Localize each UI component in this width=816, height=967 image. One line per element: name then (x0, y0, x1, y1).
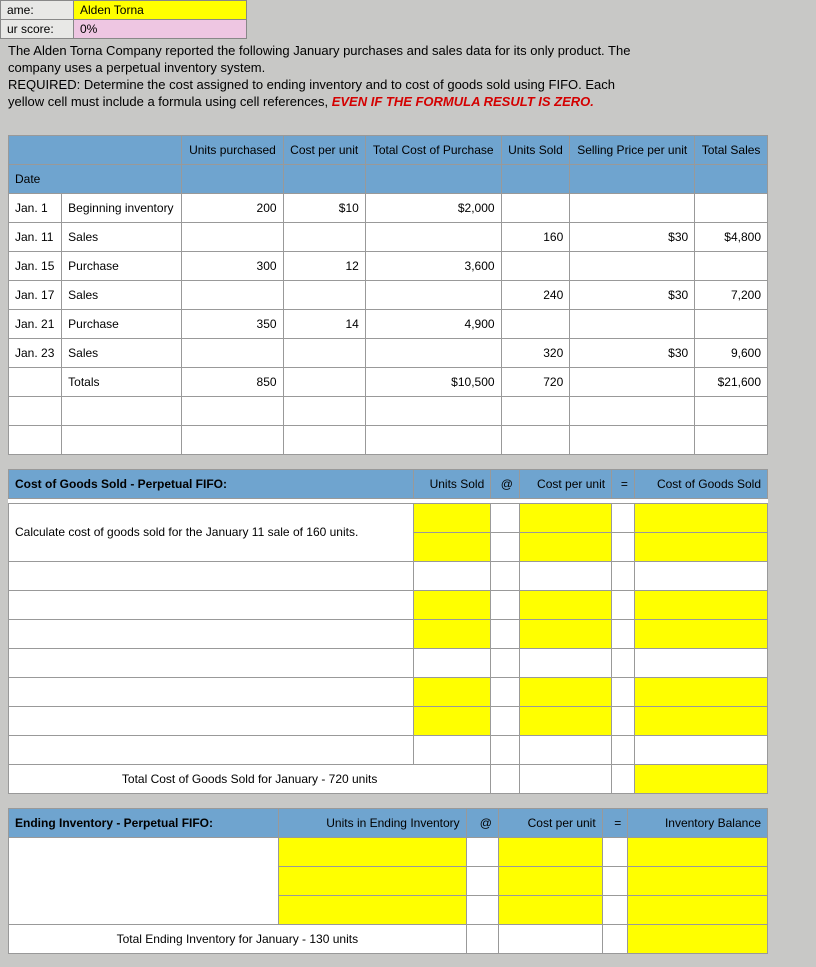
table-row: Jan. 17Sales240$307,200 (9, 280, 768, 309)
col-header: Cost per unit (498, 808, 602, 837)
ei-total-row: Total Ending Inventory for January - 130… (9, 924, 768, 953)
table-row: Calculate cost of goods sold for the Jan… (9, 503, 768, 532)
col-header: @ (491, 469, 520, 498)
col-header: Units purchased (182, 135, 283, 164)
instr-line: REQUIRED: Determine the cost assigned to… (8, 77, 808, 94)
input-cell[interactable] (628, 837, 768, 866)
input-cell[interactable] (628, 866, 768, 895)
cogs-header: Cost of Goods Sold - Perpetual FIFO: (9, 469, 414, 498)
input-cell[interactable] (414, 706, 491, 735)
input-cell[interactable] (498, 837, 602, 866)
input-cell[interactable] (634, 590, 767, 619)
date-header: Date (9, 164, 182, 193)
input-cell[interactable] (634, 764, 767, 793)
table-row (9, 396, 768, 425)
col-header: Total Sales (695, 135, 768, 164)
col-header: Cost per unit (283, 135, 365, 164)
table-row (9, 735, 768, 764)
col-header: Units Sold (414, 469, 491, 498)
input-cell[interactable] (628, 895, 768, 924)
input-cell[interactable] (279, 837, 466, 866)
instr-line: company uses a perpetual inventory syste… (8, 60, 808, 77)
table-row (9, 706, 768, 735)
table-row (9, 619, 768, 648)
table-row (9, 837, 768, 866)
table-row-totals: Totals850$10,500720$21,600 (9, 367, 768, 396)
input-cell[interactable] (498, 895, 602, 924)
col-header: Cost per unit (519, 469, 611, 498)
table-row (9, 425, 768, 454)
score-value: 0% (74, 20, 247, 39)
name-value[interactable]: Alden Torna (74, 1, 247, 20)
ending-inventory-table: Ending Inventory - Perpetual FIFO: Units… (8, 808, 768, 954)
instructions: The Alden Torna Company reported the fol… (0, 39, 816, 115)
col-header: @ (466, 808, 498, 837)
table-row: Jan. 1Beginning inventory200$10$2,000 (9, 193, 768, 222)
input-cell[interactable] (279, 866, 466, 895)
purchases-sales-table: Units purchased Cost per unit Total Cost… (8, 135, 768, 455)
input-cell[interactable] (628, 924, 768, 953)
col-header: Cost of Goods Sold (634, 469, 767, 498)
table-row: Jan. 21Purchase350144,900 (9, 309, 768, 338)
table-row: Jan. 15Purchase300123,600 (9, 251, 768, 280)
input-cell[interactable] (634, 706, 767, 735)
table-row: Jan. 11Sales160$30$4,800 (9, 222, 768, 251)
cogs-total-row: Total Cost of Goods Sold for January - 7… (9, 764, 768, 793)
input-cell[interactable] (634, 619, 767, 648)
input-cell[interactable] (519, 706, 611, 735)
calc-instruction: Calculate cost of goods sold for the Jan… (9, 503, 414, 561)
input-cell[interactable] (519, 532, 611, 561)
table-row (9, 590, 768, 619)
table-row: Jan. 23Sales320$309,600 (9, 338, 768, 367)
input-cell[interactable] (498, 866, 602, 895)
table-row (9, 561, 768, 590)
instr-line: The Alden Torna Company reported the fol… (8, 43, 808, 60)
input-cell[interactable] (414, 503, 491, 532)
cogs-table: Cost of Goods Sold - Perpetual FIFO: Uni… (8, 469, 768, 794)
col-header: = (602, 808, 628, 837)
input-cell[interactable] (634, 532, 767, 561)
input-cell[interactable] (279, 895, 466, 924)
input-cell[interactable] (634, 677, 767, 706)
header-info: ame: Alden Torna ur score: 0% (0, 0, 247, 39)
score-label: ur score: (1, 20, 74, 39)
input-cell[interactable] (519, 590, 611, 619)
input-cell[interactable] (414, 532, 491, 561)
name-label: ame: (1, 1, 74, 20)
col-header: Inventory Balance (628, 808, 768, 837)
input-cell[interactable] (634, 503, 767, 532)
table-row (9, 648, 768, 677)
instr-line: yellow cell must include a formula using… (8, 94, 808, 111)
table-row (9, 677, 768, 706)
input-cell[interactable] (519, 503, 611, 532)
input-cell[interactable] (519, 619, 611, 648)
col-header: Units in Ending Inventory (279, 808, 466, 837)
input-cell[interactable] (414, 677, 491, 706)
ei-header: Ending Inventory - Perpetual FIFO: (9, 808, 279, 837)
col-header: Total Cost of Purchase (365, 135, 501, 164)
col-header: Units Sold (501, 135, 570, 164)
input-cell[interactable] (519, 677, 611, 706)
input-cell[interactable] (414, 619, 491, 648)
col-header: = (612, 469, 635, 498)
col-header: Selling Price per unit (570, 135, 695, 164)
input-cell[interactable] (414, 590, 491, 619)
